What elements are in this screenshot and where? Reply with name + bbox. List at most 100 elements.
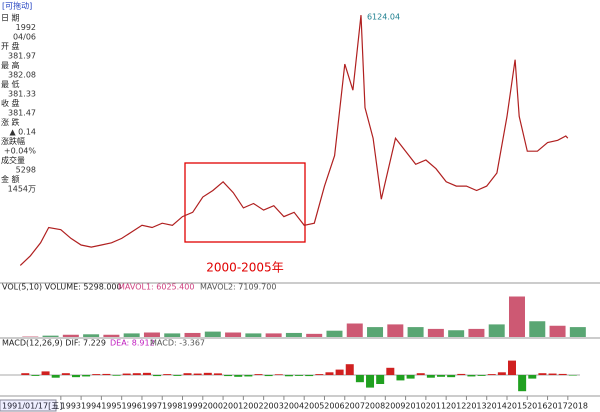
volume-bar (549, 325, 566, 337)
mavol1: MAVOL1: 6025.400 (118, 283, 194, 292)
x-tick-label: 2018 (568, 402, 588, 411)
macd-bar (132, 373, 141, 375)
volume-bar (529, 321, 546, 337)
macd-bar (82, 375, 91, 377)
macd-label: MACD: -3.367 (150, 339, 205, 348)
macd-bar (457, 373, 466, 375)
x-tick-label: 2006 (324, 402, 344, 411)
macd-bar (51, 375, 60, 378)
x-tick-label: 1999 (182, 402, 202, 411)
x-tick-label: 2015 (507, 402, 527, 411)
volume-bar (164, 333, 181, 337)
macd-bar (163, 374, 172, 375)
volume-bar (427, 328, 444, 337)
info-value: +0.04% (4, 147, 37, 156)
cursor-date: 1991/01/17[五] (2, 402, 62, 411)
macd-bar (295, 375, 304, 376)
macd-bar (335, 369, 344, 375)
macd-bar (183, 373, 192, 375)
macd-bar (406, 375, 415, 379)
macd-bar (497, 372, 506, 375)
dea-label: DEA: 8.912 (110, 339, 155, 348)
peak-label: 6124.04 (367, 13, 400, 22)
mavol2: MAVOL2: 7109.700 (200, 283, 276, 292)
info-value: 382.08 (8, 71, 36, 80)
x-tick-label: 2003 (263, 402, 283, 411)
info-label: 成交量 (1, 155, 25, 165)
macd-bar (213, 373, 222, 375)
x-tick-label: 2017 (547, 402, 567, 411)
info-label: 金 额 (1, 174, 20, 184)
macd-bar (41, 371, 50, 375)
info-value: 381.47 (8, 109, 36, 118)
volume-bar (508, 296, 525, 337)
x-tick-label: 2000 (203, 402, 223, 411)
cursor-date-box (0, 399, 57, 412)
macd-bar (477, 375, 486, 376)
info-value: 381.97 (8, 52, 36, 61)
volume-bar (42, 335, 59, 337)
info-label: 最 高 (1, 60, 20, 70)
macd-bar (416, 373, 425, 375)
macd-bar (153, 375, 162, 377)
macd-bar (558, 373, 567, 375)
info-value: ▲ 0.14 (9, 128, 36, 137)
x-tick-label: 2005 (304, 402, 324, 411)
macd-bar (507, 360, 516, 375)
macd-bar (305, 375, 314, 377)
volume-bar (225, 332, 242, 337)
x-tick-label: 1995 (101, 402, 121, 411)
info-value: 381.33 (8, 90, 36, 99)
volume-bar (488, 324, 505, 337)
volume-bar (407, 327, 424, 337)
x-tick-label: 2001 (223, 402, 243, 411)
macd-bar (548, 373, 557, 375)
volume-bar (123, 333, 140, 337)
macd-bar (345, 364, 354, 375)
info-label: 最 低 (1, 79, 20, 89)
x-tick-label: 1993 (61, 402, 81, 411)
x-tick-label: 1997 (142, 402, 162, 411)
info-value: 5298 (16, 166, 36, 175)
macd-bar (376, 375, 385, 384)
info-value: 1454万 (8, 185, 36, 194)
volume-bar (285, 332, 302, 337)
volume-bar (326, 330, 343, 337)
volume-bar (204, 331, 221, 337)
macd-bar (274, 374, 283, 375)
macd-bar (355, 375, 364, 383)
macd-bar (193, 373, 202, 375)
x-tick-label: 2013 (466, 402, 486, 411)
macd-bar (518, 375, 527, 392)
volume-bar (245, 333, 262, 337)
info-label: 开 盘 (1, 41, 20, 51)
x-tick-label: 2007 (345, 402, 365, 411)
macd-bar (71, 375, 80, 378)
drag-label[interactable]: [可拖动] (2, 1, 32, 11)
volume-bar (367, 327, 384, 337)
volume-bar (265, 333, 282, 337)
macd-bar (173, 375, 182, 376)
macd-bar (224, 375, 233, 377)
volume-bar (346, 323, 363, 337)
x-tick-label: 2002 (243, 402, 263, 411)
volume-bar (569, 327, 586, 337)
x-tick-label: 1996 (121, 402, 141, 411)
macd-bar (234, 375, 243, 377)
macd-bar (61, 373, 70, 375)
x-tick-label: 2014 (487, 402, 507, 411)
x-tick-label: 1998 (162, 402, 182, 411)
x-tick-label: 2010 (405, 402, 425, 411)
macd-bar (325, 372, 334, 375)
info-label: 涨 跌 (1, 117, 20, 127)
price-line (19, 15, 569, 266)
macd-bar (92, 374, 101, 375)
macd-bar (244, 375, 253, 377)
macd-bar (102, 373, 111, 375)
macd-bar (386, 367, 395, 375)
volume-bar (62, 334, 79, 337)
x-tick-label: 2009 (385, 402, 405, 411)
highlight-box (184, 162, 306, 243)
